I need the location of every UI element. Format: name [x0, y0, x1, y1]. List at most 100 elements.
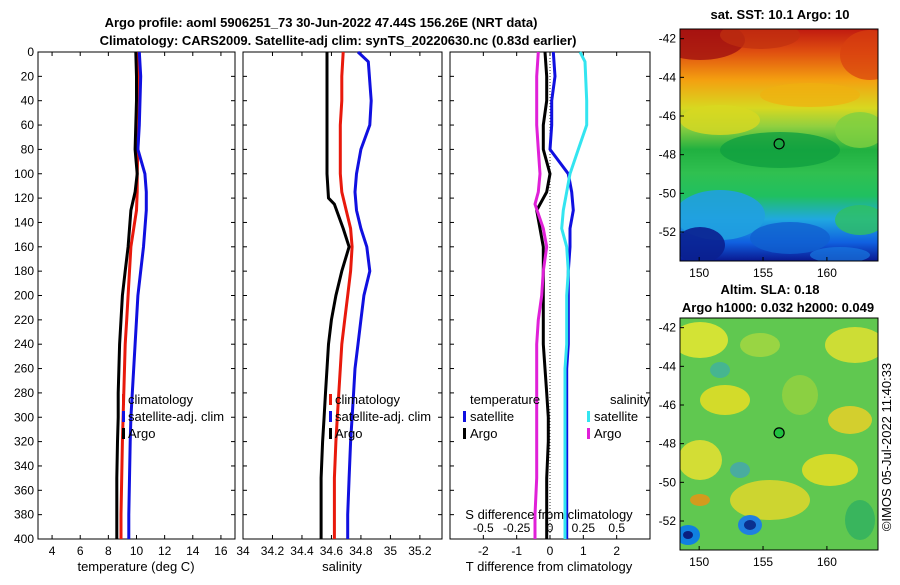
depth-tick-label: 80 [21, 142, 35, 156]
temp-xtick-label: 12 [158, 544, 172, 558]
sal-legend-label: climatology [335, 392, 401, 407]
sal-xtick-label: 34.8 [349, 544, 373, 558]
depth-tick-label: 140 [14, 215, 34, 229]
sst-axes: 150 155 160 -42 -44 -46 -48 -50 -52 [659, 32, 838, 280]
sal-legend-label: Argo [335, 426, 362, 441]
sla_map-ytick-label: -46 [659, 398, 677, 412]
sla_map-argo-marker [773, 427, 785, 439]
sla_map-xtick-label: 160 [817, 555, 837, 569]
depth-tick-label: 20 [21, 69, 35, 83]
sla-map-title-line1: Altim. SLA: 0.18 [721, 282, 820, 297]
sal-series-argo [319, 52, 351, 539]
sst_map-ytick-label: -50 [659, 186, 677, 200]
temp-xtick-label: 10 [130, 544, 144, 558]
sal-series-climatology [332, 51, 354, 539]
sal-xlabel: salinity [322, 559, 362, 574]
temp-series-argo [115, 51, 139, 539]
temp-xtick-label: 14 [186, 544, 200, 558]
sst_map-ytick-label: -52 [659, 225, 677, 239]
temp-xtick-label: 16 [214, 544, 228, 558]
depth-tick-label: 40 [21, 94, 35, 108]
imos-watermark: ©IMOS 05-Jul-2022 11:40:33 [879, 363, 894, 531]
sla-map-title-line2: Argo h1000: 0.032 h2000: 0.049 [682, 300, 874, 315]
diff-series-s-argo [533, 51, 549, 539]
sal-xtick-label: 34.2 [261, 544, 285, 558]
depth-tick-label: 0 [27, 45, 34, 59]
temp-legend-swatch [122, 428, 125, 439]
diff-xlabel: T difference from climatology [466, 559, 633, 574]
temp-xlabel: temperature (deg C) [77, 559, 194, 574]
depth-tick-label: 380 [14, 508, 34, 522]
sal-xtick-label: 35 [384, 544, 398, 558]
diff-series-t-satellite [548, 51, 575, 539]
sla_map-xtick-label: 155 [753, 555, 773, 569]
temp-xtick-label: 4 [49, 544, 56, 558]
sla_map-ytick-label: -44 [659, 359, 677, 373]
depth-tick-label: 340 [14, 459, 34, 473]
sla_map-ytick-label: -48 [659, 437, 677, 451]
diff-xtick-label: 1 [580, 544, 587, 558]
sal-legend-label: satellite-adj. clim [335, 409, 431, 424]
depth-tick-label: 260 [14, 362, 34, 376]
sst_map-ytick-label: -48 [659, 148, 677, 162]
sla_map-ytick-label: -50 [659, 475, 677, 489]
sal-series-satellite-adj-clim [346, 50, 373, 539]
sla-map-frame [679, 317, 879, 551]
diff-xtick-top-label: -0.5 [473, 521, 494, 535]
figure-title-line2: Climatology: CARS2009. Satellite-adj cli… [100, 33, 577, 48]
diff-xtick-label: 0 [547, 544, 554, 558]
depth-tick-label: 100 [14, 167, 34, 181]
sal-legend-swatch [329, 394, 332, 405]
diff-xtick-top-label: 0 [547, 521, 554, 535]
depth-tick-label: 300 [14, 410, 34, 424]
diff-xtick-top-label: 0.25 [572, 521, 596, 535]
diff-series-s-satellite [560, 51, 589, 539]
temp-legend-label: Argo [128, 426, 155, 441]
sla_map-ytick-label: -42 [659, 321, 677, 335]
depth-tick-label: 180 [14, 264, 34, 278]
temp-xtick-label: 8 [105, 544, 112, 558]
sla-axes: 150 155 160 -42 -44 -46 -48 -50 -52 [659, 321, 838, 569]
diff-xtick-label: 2 [613, 544, 620, 558]
temp-panel: 4 6 8 10 12 14 1602040608010012014016018020022… [14, 45, 235, 558]
sst_map-argo-marker [773, 138, 785, 150]
temp-series-satellite-adj-clim [127, 51, 148, 539]
sst_map-xtick-label: 160 [817, 266, 837, 280]
diff-legend-s-title: salinity [610, 392, 650, 407]
sst_map-ytick-label: -44 [659, 70, 677, 84]
diff-xlabel-top: S difference from climatology [465, 507, 633, 522]
sal-panel: 34 34.2 34.4 34.6 34.8 35 35.2 climatology satel… [236, 50, 442, 558]
diff-legend-s-label: satellite [594, 409, 638, 424]
depth-tick-label: 280 [14, 386, 34, 400]
sal-legend-swatch [329, 411, 332, 422]
diff-xtick-top-label: -0.25 [503, 521, 531, 535]
depth-tick-label: 320 [14, 435, 34, 449]
diff-panel: -2 -1 0 1 2 -0.5 -0.25 0 0.25 0.5 temperature satel… [450, 51, 650, 558]
depth-tick-label: 240 [14, 337, 34, 351]
sal-xtick-label: 35.2 [408, 544, 432, 558]
sla_map-ytick-label: -52 [659, 514, 677, 528]
diff-legend-s-label: Argo [594, 426, 621, 441]
diff-legend-t-label: satellite [470, 409, 514, 424]
sst_map-xtick-label: 150 [689, 266, 709, 280]
sal-xtick-label: 34.6 [320, 544, 344, 558]
sst-heatmap [680, 29, 878, 261]
diff-xtick-top-label: 0.5 [608, 521, 625, 535]
sst-map-title: sat. SST: 10.1 Argo: 10 [711, 7, 850, 22]
diff-legend-s-swatch [587, 411, 590, 422]
temp-xtick-label: 6 [77, 544, 84, 558]
temp-legend-label: climatology [128, 392, 194, 407]
diff-series-t-argo [535, 51, 552, 539]
diff-legend-t-label: Argo [470, 426, 497, 441]
sst_map-ytick-label: -42 [659, 32, 677, 46]
figure-title-line1: Argo profile: aoml 5906251_73 30-Jun-202… [105, 15, 538, 30]
depth-tick-label: 360 [14, 483, 34, 497]
depth-tick-label: 400 [14, 532, 34, 546]
diff-legend-t-title: temperature [470, 392, 540, 407]
diff-xtick-label: -2 [478, 544, 489, 558]
sal-xtick-label: 34 [236, 544, 250, 558]
sal-legend-swatch [329, 428, 332, 439]
diff-legend-t-swatch [463, 411, 466, 422]
sla_map-xtick-label: 150 [689, 555, 709, 569]
